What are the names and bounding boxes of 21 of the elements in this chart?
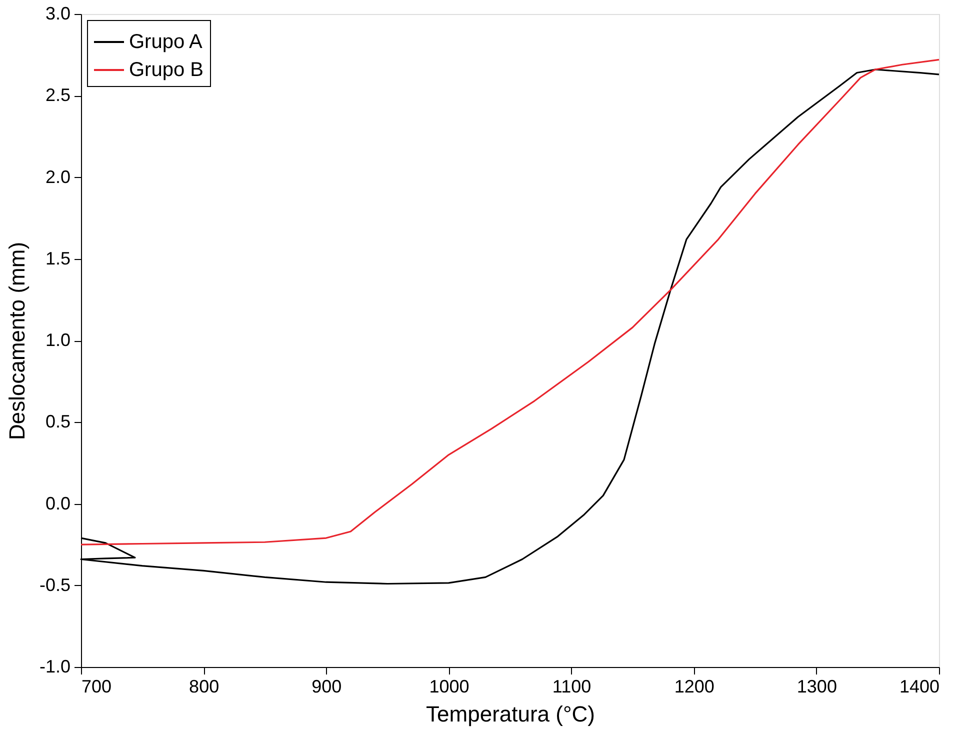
y-tick-label: 2.5 [45, 85, 70, 106]
y-tick-label: 0.0 [45, 493, 70, 514]
y-tick-label: -0.5 [39, 574, 70, 595]
y-tick-label: 2.0 [45, 166, 70, 187]
x-axis-title: Temperatura (°C) [426, 702, 595, 726]
legend-label: Grupo A [129, 31, 204, 53]
x-tick-label: 1300 [796, 676, 837, 696]
y-axis-title: Deslocamento (mm) [4, 242, 30, 440]
x-tick-label: 1400 [899, 676, 940, 696]
y-tick-label: 3.0 [45, 4, 70, 24]
x-tick-label: 1000 [429, 676, 470, 696]
y-tick-label: 0.5 [45, 412, 70, 432]
y-tick-label: 1.0 [45, 330, 70, 350]
y-tick-label: -1.0 [39, 656, 70, 676]
x-tick-label: 1200 [674, 676, 714, 696]
x-tick-label: 1100 [552, 676, 592, 696]
x-tick-label: 900 [312, 676, 342, 696]
legend-label: Grupo B [129, 59, 204, 81]
y-tick-label: 1.5 [45, 248, 70, 268]
x-tick-label: 800 [189, 676, 220, 696]
x-tick-label: 700 [82, 676, 112, 696]
